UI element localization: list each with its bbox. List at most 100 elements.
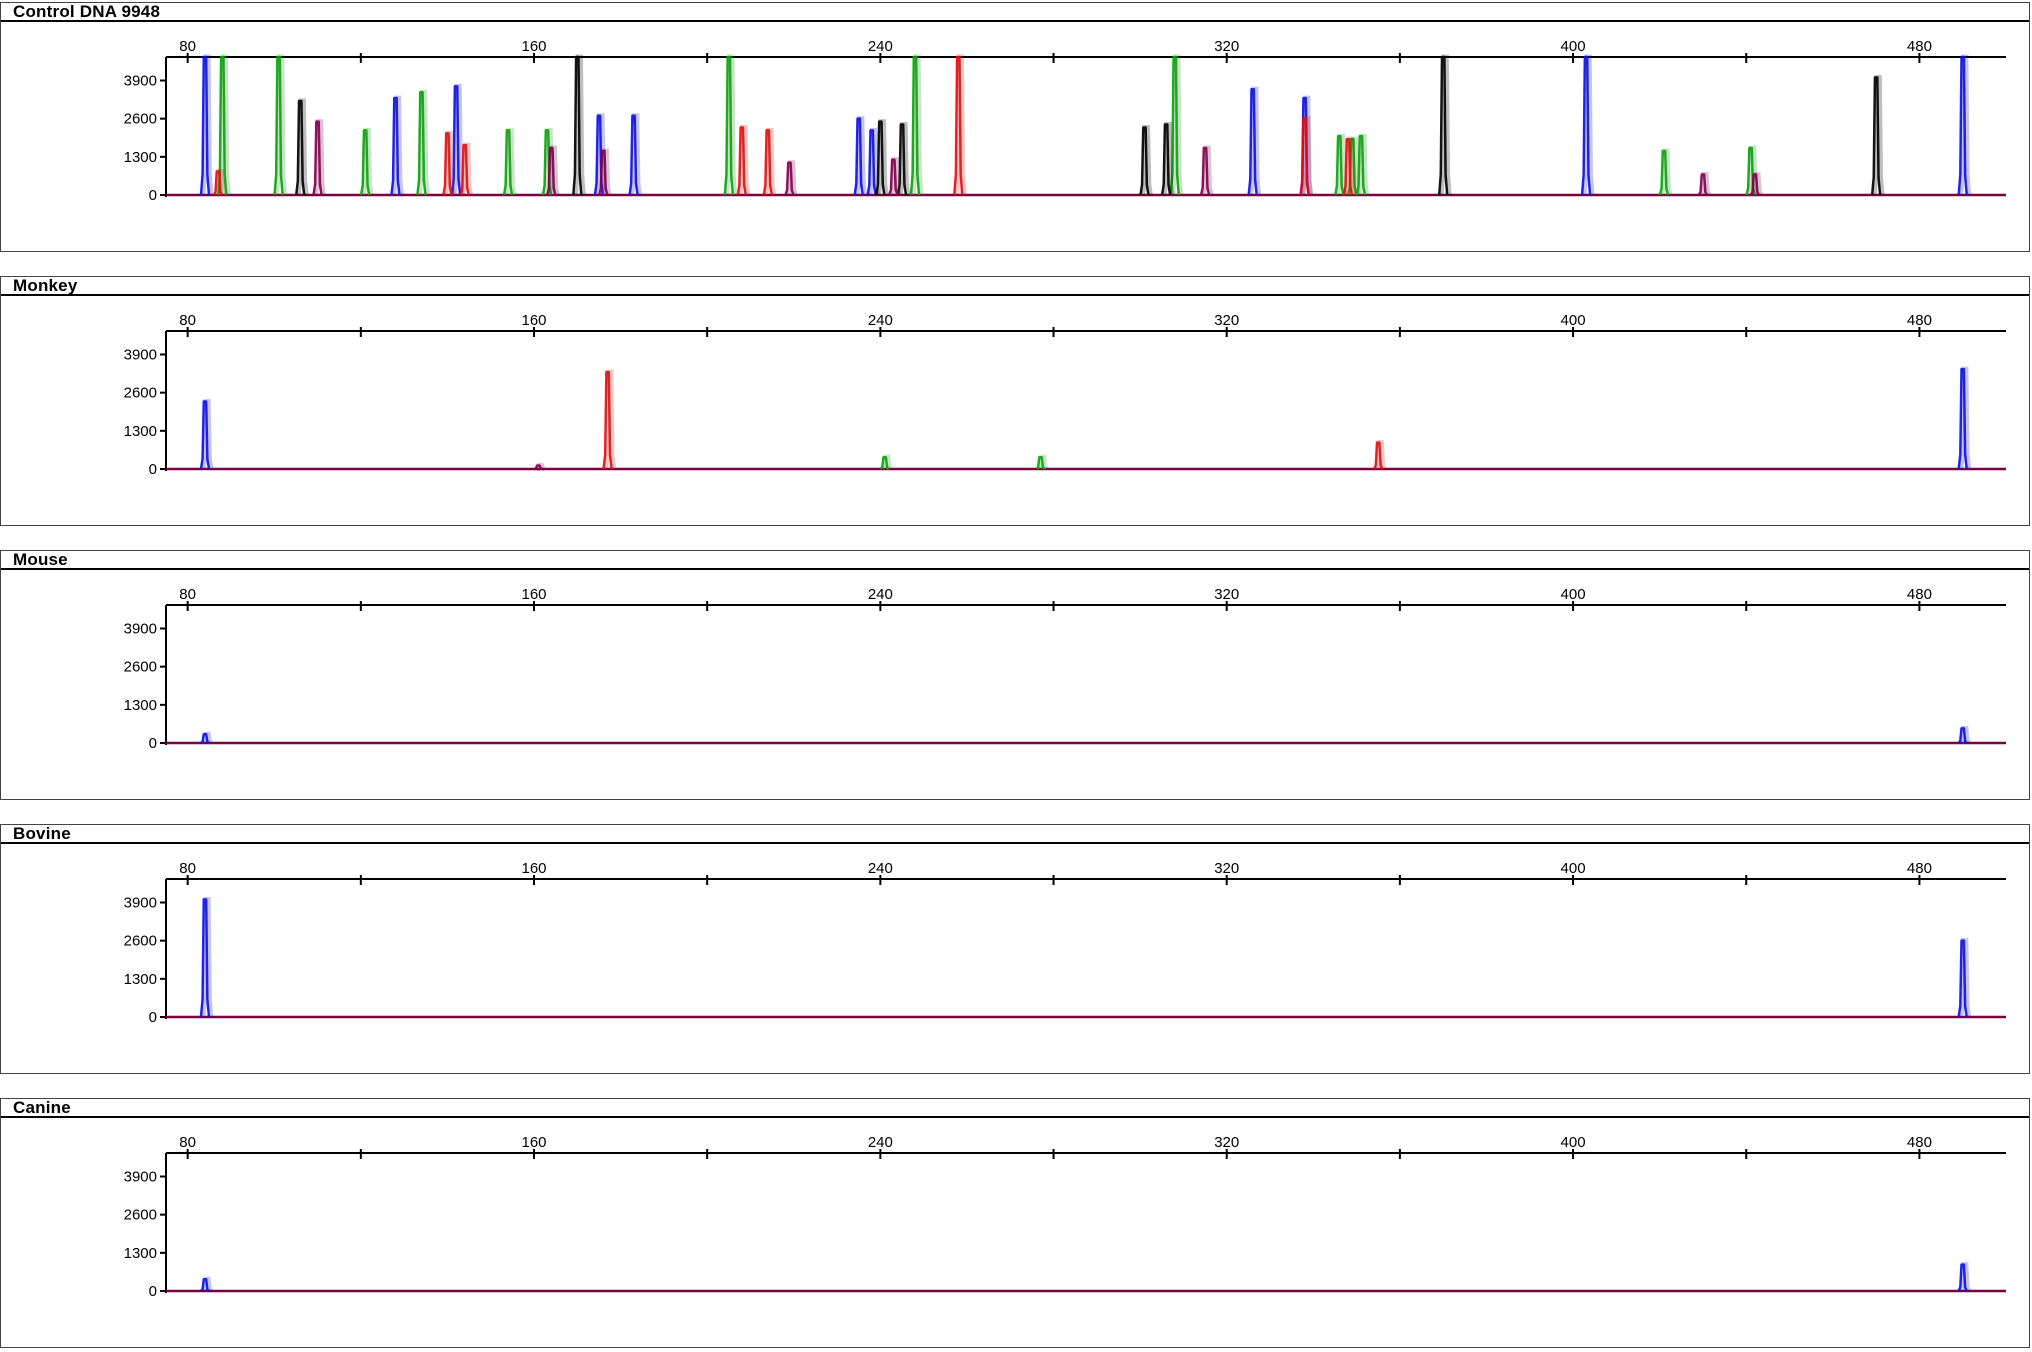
peak-shadow [1248,86,1262,196]
y-tick-label: 2600 [124,385,157,402]
peak-shadow [442,130,456,196]
peak [199,898,211,1018]
x-tick-label: 240 [868,38,893,55]
y-tick-label: 0 [149,461,157,478]
peak [572,55,583,196]
peak-shadow [313,119,327,196]
peak [1247,88,1258,196]
peak-shadow [1373,440,1387,470]
x-tick-label: 240 [868,312,893,329]
y-tick-label: 3900 [124,620,157,637]
panel-bovine: Bovine 80 160 240 320 400 480 0 1300 2600 3900 [0,824,2030,1074]
peak-shadow [867,127,881,196]
peak-shadow [503,127,517,196]
electropherogram-plot: 80 160 240 320 400 480 0 1300 2600 3900 [124,586,2006,752]
peak [1299,117,1310,196]
x-tick-label: 240 [868,1134,893,1151]
x-tick-label: 480 [1907,312,1932,329]
peak-shadow [724,54,738,196]
x-tick-label: 400 [1561,312,1586,329]
peak [200,732,210,744]
peak-shadow [1334,133,1348,196]
y-tick-label: 3900 [124,894,157,911]
peak [1957,1263,1968,1292]
peak [1373,441,1384,470]
peak-shadow [1659,148,1673,196]
peak-shadow [217,54,231,196]
peak [736,126,748,196]
y-tick-label: 3900 [124,1168,157,1185]
peak-shadow [360,127,374,196]
peak-shadow [910,54,924,196]
y-tick-label: 1300 [124,149,157,166]
y-tick-label: 0 [149,187,157,204]
peak [312,120,323,196]
peak [442,132,453,196]
peak [896,123,908,196]
x-tick-label: 480 [1907,860,1932,877]
series-blue [199,366,1972,470]
y-tick-label: 3900 [124,346,157,363]
peak-shadow [1871,75,1885,196]
peak-shadow [1343,136,1357,196]
peak [1870,76,1882,196]
peak-shadow [201,1276,213,1293]
y-tick-label: 2600 [124,933,157,950]
peak-shadow [854,116,868,196]
panel-title: Control DNA 9948 [13,2,161,21]
peak-shadow [200,897,214,1018]
panel-header: Monkey [1,276,2029,296]
x-tick-label: 320 [1214,312,1239,329]
peak-shadow [1958,366,1972,470]
peak [533,464,543,471]
x-tick-label: 160 [521,586,546,603]
peak-shadow [763,127,777,196]
peak-shadow [546,145,560,196]
peak-shadow [785,160,798,196]
peak [909,55,921,196]
electropherogram-plot: 80 160 240 320 400 480 0 1300 2600 3900 [124,312,2006,478]
y-tick-label: 0 [149,735,157,752]
peak-shadow [1581,54,1595,196]
peak [459,143,470,196]
x-tick-label: 400 [1561,38,1586,55]
peak [1957,727,1968,744]
peak [390,96,401,196]
panel-header: Control DNA 9948 [1,2,2029,22]
y-tick-label: 1300 [124,697,157,714]
peak-shadow [200,398,214,470]
peak [875,120,886,196]
peak-shadow [451,83,465,196]
y-tick-label: 2600 [124,111,157,128]
peak [1957,55,1968,196]
x-tick-label: 400 [1561,860,1586,877]
peak-shadow [875,119,889,196]
y-tick-label: 3900 [124,72,157,89]
peak [199,55,211,196]
peak [888,158,899,196]
panel-canine: Canine 80 160 240 320 400 480 0 1300 2600 3900 [0,1098,2030,1348]
peak [294,99,306,196]
panel-monkey: Monkey 80 160 240 320 400 480 0 1300 2600 3900 [0,276,2030,526]
y-tick-label: 0 [149,1283,157,1300]
peak [1139,126,1150,196]
panel-title: Monkey [13,276,78,295]
peak-shadow [1036,454,1049,471]
x-tick-label: 320 [1214,38,1239,55]
peak-shadow [594,113,608,196]
peak-shadow [1200,145,1214,196]
peak-shadow [201,731,213,745]
x-tick-label: 480 [1907,586,1932,603]
x-tick-label: 80 [179,1134,196,1151]
y-tick-label: 1300 [124,1245,157,1262]
series-purple [533,462,546,472]
x-tick-label: 160 [521,860,546,877]
peak [1957,939,1968,1018]
y-tick-label: 1300 [124,423,157,440]
panel-title: Mouse [13,550,68,569]
peak-shadow [390,95,404,196]
peak-shadow [603,369,617,470]
x-tick-label: 80 [179,860,196,877]
panel-header: Canine [1,1098,2029,1118]
peak [359,129,371,196]
